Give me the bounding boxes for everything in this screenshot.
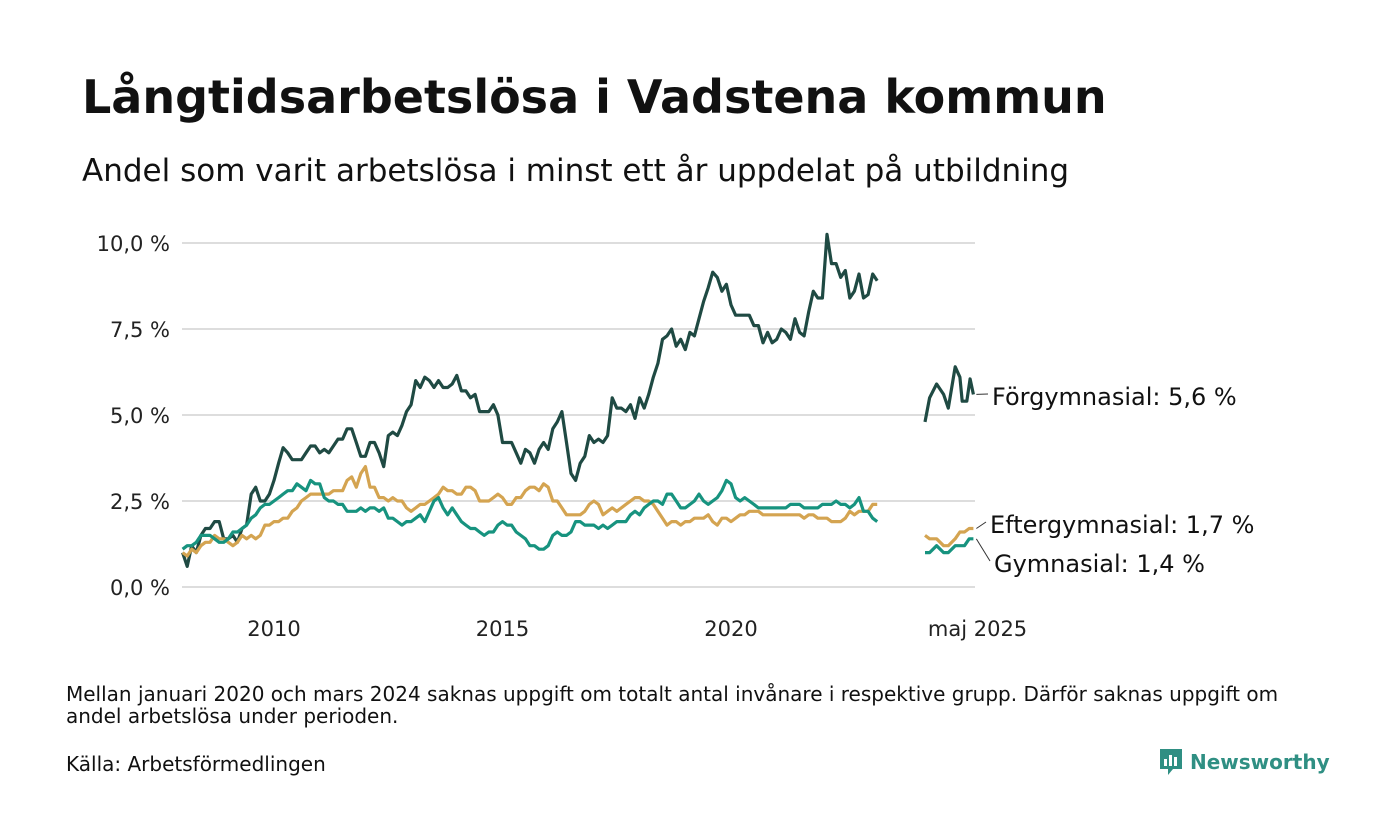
series-end-label-eftergymnasial: Eftergymnasial: 1,7 % (990, 511, 1254, 539)
series-end-label-gymnasial: Gymnasial: 1,4 % (994, 550, 1205, 578)
y-tick-label: 0,0 % (110, 576, 170, 600)
newsworthy-logo-icon (1160, 749, 1182, 775)
page-title: Långtidsarbetslösa i Vadstena kommun (82, 70, 1107, 124)
brand-logo[interactable]: Newsworthy (1158, 747, 1330, 777)
x-tick-label: 2020 (704, 617, 757, 641)
footnote: Mellan januari 2020 och mars 2024 saknas… (66, 682, 1279, 728)
y-axis-tick-labels: 0,0 % 2,5 % 5,0 % 7,5 % 10,0 % (97, 232, 170, 600)
series-line-eftergymnasial-segment-1 (181, 465, 878, 558)
series-end-label-förgymnasial: Förgymnasial: 5,6 % (992, 383, 1237, 411)
leader-line-eftergymnasial (976, 521, 987, 529)
series-line-gymnasial-segment-2 (925, 537, 974, 555)
leader-line-gymnasial (975, 538, 991, 562)
y-tick-label: 7,5 % (110, 318, 170, 342)
series-line-eftergymnasial-segment-2 (924, 526, 974, 548)
y-tick-label: 5,0 % (110, 404, 170, 428)
series-line-gymnasial-segment-1 (181, 478, 879, 551)
y-tick-label: 2,5 % (110, 490, 170, 514)
brand-name: Newsworthy (1190, 750, 1330, 774)
grid-lines (182, 242, 975, 588)
page-subtitle: Andel som varit arbetslösa i minst ett å… (82, 153, 1070, 189)
series-end-labels: Förgymnasial: 5,6 % Eftergymnasial: 1,7 %… (975, 383, 1254, 578)
source-note: Källa: Arbetsförmedlingen (66, 752, 326, 776)
series-lines (181, 232, 975, 568)
series-line-förgymnasial-segment-1 (181, 232, 879, 568)
y-tick-label: 10,0 % (97, 232, 170, 256)
x-tick-label: 2010 (247, 617, 300, 641)
x-axis-tick-labels: 2010 2015 2020 maj 2025 (247, 617, 1027, 641)
series-line-förgymnasial-segment-2 (923, 365, 975, 423)
x-tick-label: maj 2025 (928, 617, 1027, 641)
x-tick-label: 2015 (476, 617, 529, 641)
